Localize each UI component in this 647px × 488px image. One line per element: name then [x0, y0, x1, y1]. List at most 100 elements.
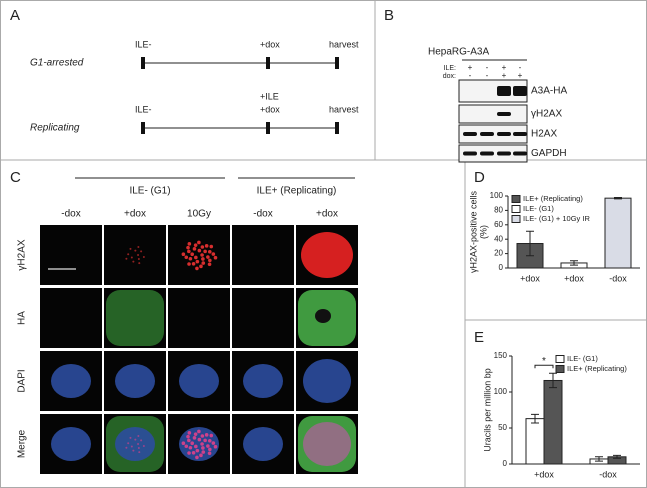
condition-label: ILE:: [444, 65, 457, 72]
event-label: +dox: [260, 104, 280, 114]
timeline-tick: [141, 57, 145, 69]
focus: [194, 444, 198, 449]
bar: [543, 379, 563, 465]
y-tick-label: 0: [503, 459, 508, 468]
timeline-tick: [141, 122, 145, 134]
focus: [203, 438, 207, 443]
focus: [193, 243, 198, 247]
focus: [200, 442, 204, 446]
event-label: ILE-: [135, 104, 152, 114]
focus: [187, 431, 192, 435]
focus: [134, 249, 137, 252]
focus: [190, 441, 195, 446]
condition-value: +: [502, 63, 507, 72]
focus: [130, 256, 133, 259]
legend-label: ILE- (G1): [567, 354, 598, 363]
x-tick-label: +dox: [534, 469, 554, 479]
image-bg: [168, 288, 230, 348]
micrograph: [232, 225, 294, 285]
nucleus: [243, 364, 283, 398]
focus: [138, 262, 141, 265]
nucleus: [115, 427, 155, 461]
focus: [201, 257, 205, 261]
focus: [207, 451, 212, 456]
focus: [130, 445, 133, 448]
focus: [184, 255, 189, 260]
event-label: ILE-: [135, 39, 152, 49]
focus: [190, 252, 195, 257]
legend-swatch: [511, 195, 521, 203]
error-bar: [595, 456, 603, 462]
panel-label: B: [384, 7, 394, 24]
legend-swatch: [511, 215, 521, 223]
column-label: -dox: [61, 209, 80, 220]
condition-value: -: [519, 63, 522, 72]
band-label: A3A-HA: [531, 86, 567, 97]
y-tick-label: 20: [494, 249, 503, 258]
condition-value: +: [502, 71, 507, 80]
timeline-label: G1-arrested: [30, 58, 84, 69]
focus: [213, 444, 218, 449]
band: [497, 112, 511, 116]
condition-value: -: [486, 63, 489, 72]
image-bg: [40, 288, 102, 348]
micrograph: [104, 288, 166, 348]
y-tick-label: 40: [494, 234, 503, 243]
nucleus-hole: [315, 309, 331, 323]
focus: [137, 257, 140, 260]
column-label: -dox: [253, 209, 272, 220]
focus: [184, 444, 189, 449]
legend-label: ILE- (G1) + 10Gy IR: [523, 214, 590, 223]
row-label: Merge: [17, 429, 28, 458]
focus: [197, 429, 201, 434]
focus: [199, 453, 203, 458]
focus: [193, 432, 198, 436]
nucleus: [303, 359, 351, 403]
timeline-tick: [266, 122, 270, 134]
focus: [127, 253, 130, 256]
focus: [127, 442, 130, 445]
micrograph: [168, 351, 230, 411]
bar: [604, 197, 632, 269]
group-label: ILE+ (Replicating): [257, 186, 337, 197]
focus: [129, 247, 132, 250]
focus: [209, 433, 214, 438]
x-tick-label: -dox: [609, 273, 627, 283]
y-tick-label: 50: [498, 423, 507, 432]
micrograph: [40, 414, 102, 474]
timeline-tick: [266, 57, 270, 69]
focus: [206, 255, 210, 259]
band: [480, 132, 494, 136]
blot-title: HepaRG-A3A: [428, 47, 489, 58]
focus: [137, 435, 140, 438]
condition-value: -: [486, 71, 489, 80]
focus: [187, 262, 191, 266]
focus: [187, 451, 191, 455]
focus: [209, 244, 214, 249]
panel-label: D: [474, 169, 485, 186]
micrograph: [40, 288, 102, 348]
micrograph: [40, 225, 102, 285]
band: [463, 151, 477, 156]
column-label: 10Gy: [187, 209, 211, 220]
y-axis-label: Uracils per million bp: [482, 368, 492, 452]
event-label: harvest: [329, 39, 359, 49]
nucleus: [115, 364, 155, 398]
band: [497, 151, 511, 156]
y-tick-label: 150: [494, 351, 508, 360]
nucleus: [51, 364, 91, 398]
focus: [186, 434, 190, 439]
error-bar: [613, 454, 621, 459]
nucleus: [301, 232, 353, 278]
focus: [208, 258, 212, 263]
focus: [195, 259, 200, 264]
legend-label: ILE+ (Replicating): [523, 194, 583, 203]
timeline-label: Replicating: [30, 123, 80, 134]
focus: [142, 256, 145, 259]
focus: [192, 436, 197, 440]
condition-value: +: [518, 71, 523, 80]
image-bg: [40, 225, 102, 285]
timeline-tick: [335, 122, 339, 134]
timeline-tick: [335, 57, 339, 69]
